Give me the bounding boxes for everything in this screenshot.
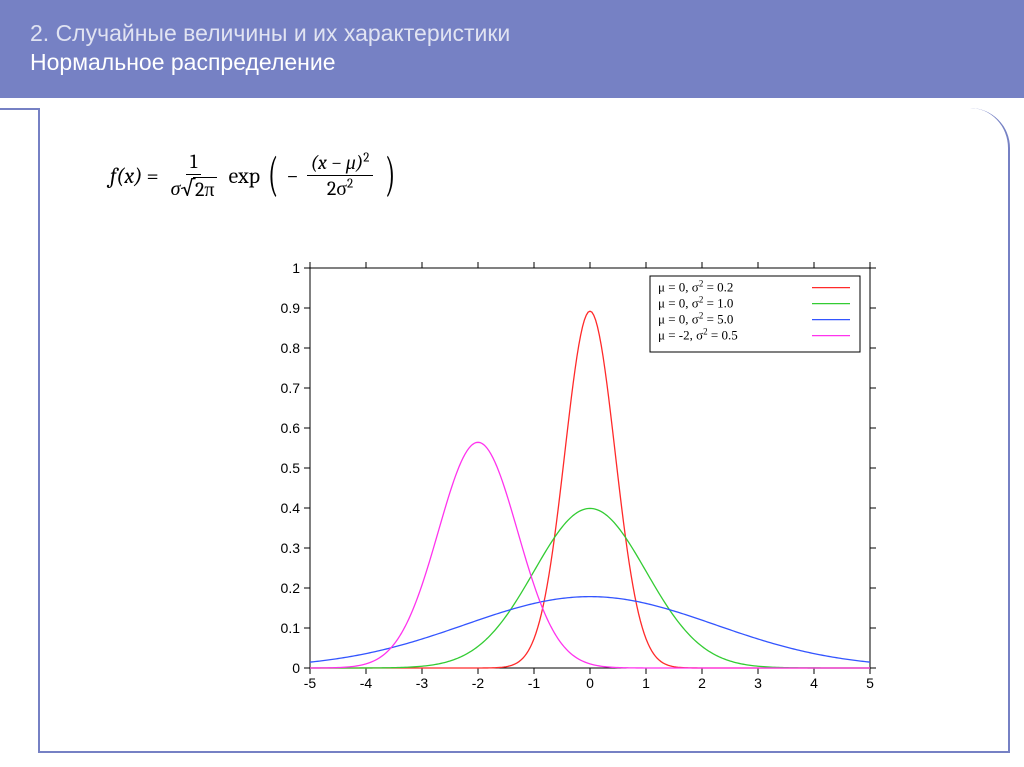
frac1-num: 1 [186, 150, 201, 175]
ytick-label: 0.8 [281, 340, 301, 356]
ytick-label: 0.3 [281, 540, 301, 556]
header-line2: Нормальное распределение [30, 49, 994, 76]
legend-label: μ = 0, σ2 = 5.0 [658, 311, 733, 327]
formula-frac1: 1 σ√2π [167, 150, 221, 201]
legend-label: μ = -2, σ2 = 0.5 [658, 327, 738, 343]
ytick-label: 0 [292, 660, 300, 676]
slide-header: 2. Случайные величины и их характеристик… [0, 0, 1024, 98]
xtick-label: 3 [754, 675, 762, 691]
xtick-label: 2 [698, 675, 706, 691]
ytick-label: 0.1 [281, 620, 301, 636]
ytick-label: 0.2 [281, 580, 301, 596]
ytick-label: 0.4 [281, 500, 301, 516]
ytick-label: 0.5 [281, 460, 301, 476]
xtick-label: 1 [642, 675, 650, 691]
formula-minus: − [286, 163, 298, 189]
equals-sign: = [146, 163, 158, 189]
series-curve [310, 311, 870, 668]
formula-lhs: f(x) [110, 163, 142, 189]
rparen-icon: ) [386, 156, 396, 194]
xtick-label: -4 [360, 675, 373, 691]
ytick-label: 0.7 [281, 380, 301, 396]
frac2-num: (x − μ)2 [307, 151, 374, 176]
header-line1: 2. Случайные величины и их характеристик… [30, 20, 994, 47]
frac1-den: σ√2π [167, 175, 221, 201]
ytick-label: 0.6 [281, 420, 301, 436]
frac2-den: 2σ2 [323, 176, 357, 200]
ytick-label: 1 [292, 260, 300, 276]
xtick-label: 5 [866, 675, 874, 691]
formula-exp: exp [229, 163, 261, 189]
xtick-label: -1 [528, 675, 541, 691]
legend-label: μ = 0, σ2 = 1.0 [658, 295, 733, 311]
series-curve [310, 442, 870, 668]
xtick-label: -3 [416, 675, 429, 691]
xtick-label: -2 [472, 675, 485, 691]
ytick-label: 0.9 [281, 300, 301, 316]
xtick-label: 4 [810, 675, 818, 691]
pdf-formula: f(x) = 1 σ√2π exp ( − (x − μ)2 2σ2 ) [110, 150, 400, 201]
lparen-icon: ( [268, 156, 278, 194]
xtick-label: 0 [586, 675, 594, 691]
formula-frac2: (x − μ)2 2σ2 [307, 151, 374, 200]
xtick-label: -5 [304, 675, 317, 691]
normal-dist-chart: -5 -4 -3 -2 -1 0 1 2 3 4 5 0 0.1 0.2 0.3 0.4 0.5 0.6 0.7 0.… [250, 248, 890, 708]
legend-label: μ = 0, σ2 = 0.2 [658, 279, 733, 295]
series-curve [310, 597, 870, 663]
